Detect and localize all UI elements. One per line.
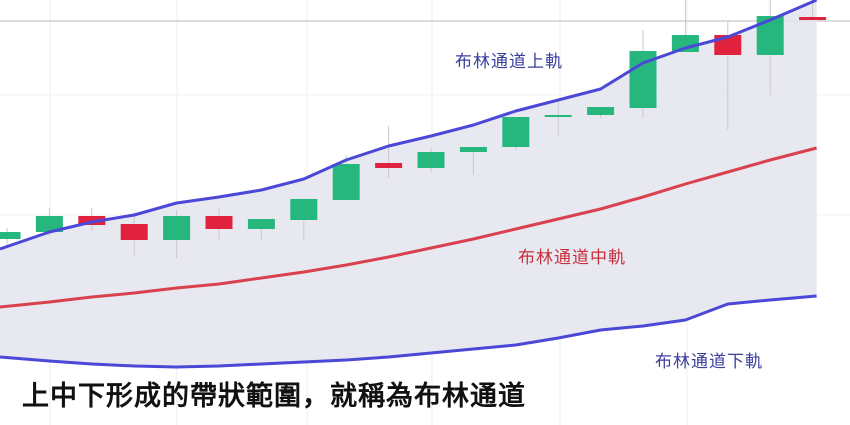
- candle-up: [290, 199, 318, 220]
- candle-down: [120, 224, 148, 240]
- candle-down: [205, 216, 233, 229]
- candle-up: [247, 219, 275, 229]
- middle-band-line: [0, 146, 817, 309]
- caption: 上中下形成的帶狀範圍，就稱為布林通道: [22, 381, 526, 412]
- lower-band-label: 布林通道下軌: [655, 352, 763, 372]
- band-fill: [0, 0, 817, 367]
- candle-up: [417, 152, 445, 168]
- lower-band-line: [0, 294, 817, 369]
- candle-up: [163, 216, 191, 240]
- candle-up: [502, 117, 530, 147]
- candle-up: [544, 115, 572, 117]
- candle-down: [375, 163, 403, 168]
- upper-band-line: [0, 0, 818, 251]
- candle-up: [332, 164, 360, 200]
- candle-up: [587, 107, 615, 115]
- candle-down: [799, 17, 827, 20]
- upper-band-label: 布林通道上軌: [455, 52, 563, 72]
- candle-up: [459, 147, 487, 152]
- candle-up: [35, 216, 63, 232]
- candle-up: [0, 232, 21, 239]
- candle-up: [756, 16, 784, 55]
- middle-band-label: 布林通道中軌: [518, 248, 626, 268]
